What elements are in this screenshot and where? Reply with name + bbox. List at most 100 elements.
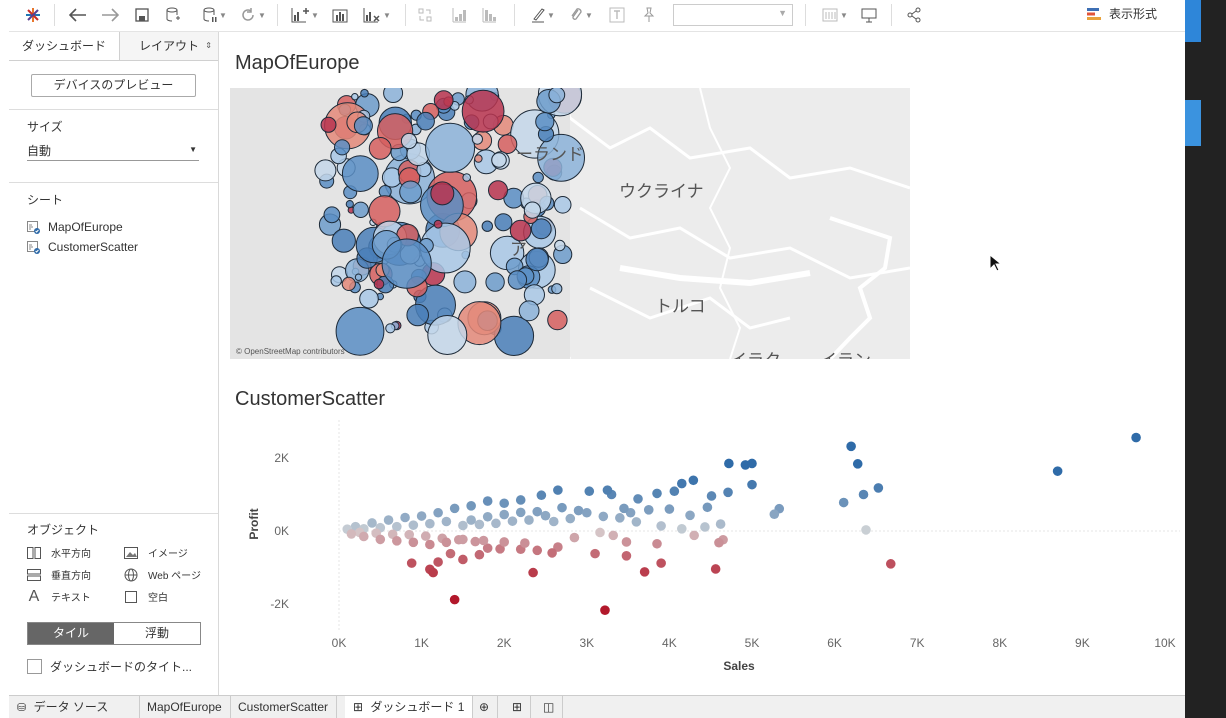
map-bubble[interactable] (323, 206, 341, 224)
scatter-point[interactable] (600, 605, 610, 616)
map-bubble[interactable] (416, 111, 435, 131)
tab-layout[interactable]: レイアウト ⇕ (120, 32, 218, 60)
scatter-point[interactable] (608, 530, 619, 541)
map-bubble[interactable] (406, 303, 429, 327)
scatter-point[interactable] (449, 503, 460, 514)
map-bubble[interactable] (425, 122, 476, 173)
scatter-point[interactable] (706, 491, 717, 501)
map-bubble[interactable] (360, 88, 369, 98)
map-bubble[interactable] (491, 152, 507, 168)
scatter-point[interactable] (433, 507, 443, 518)
scatter-point[interactable] (445, 548, 456, 559)
show-me-button[interactable]: 表示形式 (1087, 5, 1157, 22)
new-story-tab-icon[interactable]: ◫ (535, 696, 564, 718)
show-mark-labels-icon[interactable] (607, 3, 627, 27)
map-bubble[interactable] (488, 180, 508, 201)
scatter-point[interactable] (643, 505, 654, 515)
scatter-point[interactable] (425, 539, 435, 550)
new-dashboard-tab-icon[interactable]: ⊞ (504, 696, 532, 718)
scatter-point[interactable] (406, 558, 417, 568)
scatter-point[interactable] (652, 538, 662, 549)
show-dashboard-title-row[interactable]: ダッシュボードのタイト... (27, 658, 192, 675)
object-blank[interactable]: 空白 (124, 589, 168, 604)
map-bubble[interactable] (507, 270, 528, 290)
scatter-point[interactable] (420, 531, 431, 541)
scatter-point[interactable] (458, 520, 468, 531)
scatter-point[interactable] (688, 475, 699, 486)
scatter-point[interactable] (631, 517, 642, 527)
scatter-point[interactable] (621, 551, 632, 561)
swap-rows-columns-icon[interactable] (415, 3, 435, 27)
scatter-point[interactable] (441, 537, 452, 548)
scatter-point[interactable] (482, 543, 493, 553)
scatter-point[interactable] (433, 557, 443, 567)
scatter-point[interactable] (383, 515, 394, 525)
scatter-point[interactable] (838, 497, 849, 508)
map-bubble[interactable] (368, 137, 392, 160)
map-bubble[interactable] (427, 315, 468, 355)
scatter-point[interactable] (584, 486, 595, 497)
floating-button[interactable]: 浮動 (144, 626, 169, 640)
save-icon[interactable] (133, 3, 151, 27)
map-bubble[interactable] (334, 139, 351, 156)
fit-dropdown[interactable]: ▼ (673, 4, 793, 26)
scatter-point[interactable] (553, 542, 563, 552)
map-bubble[interactable] (532, 171, 544, 184)
scatter-point[interactable] (710, 564, 721, 574)
map-bubble[interactable] (341, 155, 379, 192)
map-bubble[interactable] (551, 283, 563, 295)
scatter-point[interactable] (499, 537, 510, 547)
scatter-point[interactable] (582, 507, 592, 518)
scatter-point[interactable] (619, 503, 629, 514)
scatter-point[interactable] (532, 545, 543, 556)
object-image[interactable]: イメージ (124, 545, 188, 560)
scatter-point[interactable] (482, 496, 493, 506)
undo-icon[interactable] (67, 3, 89, 27)
scatter-point[interactable] (747, 479, 757, 490)
share-icon[interactable] (904, 3, 924, 27)
scatter-point[interactable] (664, 504, 675, 514)
scatter-point[interactable] (536, 490, 547, 501)
map-bubble[interactable] (352, 201, 369, 219)
map-bubble[interactable] (518, 300, 540, 322)
sheet-tab-customerscatter[interactable]: CustomerScatter (230, 696, 338, 718)
scatter-point[interactable] (375, 534, 386, 545)
scatter-point[interactable] (553, 485, 563, 495)
object-vertical[interactable]: 垂直方向 (27, 567, 91, 582)
map-bubble[interactable] (345, 200, 354, 209)
scatter-point[interactable] (466, 515, 476, 525)
map-bubble[interactable] (525, 247, 549, 272)
sheet-item-customerscatter[interactable]: CustomerScatter (27, 240, 138, 254)
scatter-point[interactable] (358, 531, 369, 542)
scatter-point[interactable] (885, 559, 896, 569)
scatter-point[interactable] (590, 548, 600, 559)
map-bubble[interactable] (433, 90, 454, 111)
sort-descending-icon[interactable] (479, 3, 499, 27)
map-bubble[interactable] (381, 238, 432, 289)
map-bubble[interactable] (383, 88, 404, 103)
object-text[interactable]: A テキスト (27, 588, 91, 605)
scatter-point[interactable] (499, 509, 510, 520)
scatter-point[interactable] (458, 534, 468, 545)
new-data-source-icon[interactable] (164, 3, 182, 27)
scatter-point[interactable] (715, 519, 726, 529)
scatter-point[interactable] (404, 529, 415, 540)
sheet-item-mapofeurope[interactable]: MapOfEurope (27, 220, 123, 234)
scatter-point[interactable] (602, 485, 613, 495)
tiled-button[interactable]: タイル (28, 623, 114, 644)
object-horizontal[interactable]: 水平方向 (27, 545, 91, 560)
map-bubble[interactable] (537, 133, 586, 182)
scatter-point[interactable] (621, 537, 632, 547)
duplicate-sheet-icon[interactable] (331, 3, 351, 27)
map-bubble[interactable] (485, 272, 505, 292)
map-bubble[interactable] (453, 270, 477, 294)
map-bubble[interactable] (471, 133, 483, 145)
scatter-point[interactable] (714, 537, 724, 548)
scatter-point[interactable] (528, 567, 538, 578)
scatter-point[interactable] (595, 527, 605, 538)
scatter-point[interactable] (449, 594, 460, 605)
group-members-icon[interactable]: ▼ (565, 3, 597, 27)
scatter-point[interactable] (408, 520, 419, 530)
scatter-point[interactable] (685, 510, 695, 521)
map-bubble[interactable] (385, 323, 396, 334)
